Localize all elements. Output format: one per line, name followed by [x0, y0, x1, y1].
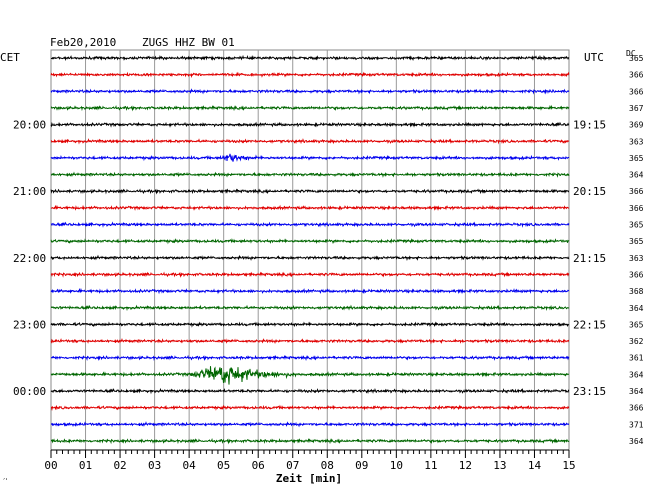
trace-line: [50, 404, 570, 411]
trace-line: [50, 71, 570, 79]
dc-labels: 365 366 366 367 369 363 365 364 366 366 365 365 363 3…: [629, 54, 644, 446]
trace-line: [50, 138, 570, 145]
trace-line: [50, 287, 570, 295]
left-hour-label: 23:00: [13, 318, 46, 331]
trace-line: [50, 54, 570, 62]
dc-value: 364: [629, 304, 644, 313]
dc-value: 366: [629, 87, 644, 96]
date-label: Feb20,2010: [50, 36, 116, 49]
dc-value: 364: [629, 171, 644, 180]
right-hour-label: 20:15: [573, 185, 606, 198]
x-tick-label: 14: [528, 459, 542, 472]
x-tick-label: 00: [44, 459, 57, 472]
dc-header-label: DC: [626, 49, 636, 58]
right-timezone-label: UTC: [584, 51, 604, 64]
right-hour-label: 19:15: [573, 119, 606, 132]
trace-line: [50, 366, 569, 385]
dc-value: 364: [629, 387, 644, 396]
trace-line: [50, 321, 570, 328]
x-tick-label: 03: [148, 459, 161, 472]
dc-value: 371: [629, 420, 644, 429]
x-tick-label: 10: [390, 459, 403, 472]
dc-value: 369: [629, 121, 644, 130]
dc-value: 366: [629, 187, 644, 196]
dc-value: 367: [629, 104, 644, 113]
x-tick-label: 09: [355, 459, 368, 472]
dc-value: 366: [629, 404, 644, 413]
x-tick-label: 11: [424, 459, 437, 472]
dc-value: 363: [629, 137, 644, 146]
trace-line: [50, 387, 570, 395]
x-tick-label: 02: [113, 459, 126, 472]
trace-line: [50, 153, 570, 162]
x-axis: 00 01 02 03 04 05 06 07 08 09 10 11 12 13 14 15: [44, 449, 576, 472]
left-hour-label: 00:00: [13, 385, 46, 398]
trace-line: [50, 254, 570, 262]
trace-line: [50, 271, 570, 278]
x-tick-label: 15: [562, 459, 575, 472]
right-hour-label: 22:15: [573, 318, 606, 331]
dc-value: 364: [629, 370, 644, 379]
dc-value: 364: [629, 437, 644, 446]
left-hour-label: 21:00: [13, 185, 46, 198]
trace-line: [50, 304, 570, 312]
dc-value: 366: [629, 204, 644, 213]
left-hour-label: 20:00: [13, 119, 46, 132]
left-hour-label: 22:00: [13, 252, 46, 265]
trace-line: [50, 238, 570, 245]
trace-line: [51, 438, 570, 445]
corner-mark: ´ʹ: [2, 478, 8, 486]
x-axis-title: Zeit [min]: [276, 472, 342, 485]
dc-value: 365: [629, 237, 644, 246]
trace-line: [50, 104, 570, 112]
left-timezone-label: CET: [0, 51, 20, 64]
dc-value: 365: [629, 320, 644, 329]
dc-value: 365: [629, 154, 644, 163]
plot-grid: [50, 49, 570, 451]
trace-line: [50, 221, 570, 228]
dc-value: 361: [629, 354, 644, 363]
hour-labels: 20:00 21:00 22:00 23:00 00:00 19:15 20:15 21:15…: [13, 119, 606, 398]
dc-value: 362: [629, 337, 644, 346]
right-hour-label: 21:15: [573, 252, 606, 265]
trace-line: [50, 121, 570, 128]
trace-line: [50, 421, 569, 428]
trace-line: [50, 354, 570, 362]
trace-line: [50, 188, 569, 195]
station-label: ZUGS HHZ BW 01: [142, 36, 235, 49]
x-tick-label: 04: [183, 459, 197, 472]
trace-line: [50, 337, 569, 345]
dc-value: 366: [629, 270, 644, 279]
dc-value: 365: [629, 54, 644, 63]
x-tick-label: 08: [321, 459, 334, 472]
dc-value: 365: [629, 221, 644, 230]
right-hour-label: 23:15: [573, 385, 606, 398]
trace-line: [50, 204, 570, 212]
x-tick-label: 01: [79, 459, 92, 472]
dc-value: 368: [629, 287, 644, 296]
dc-value: 366: [629, 71, 644, 80]
x-tick-label: 13: [493, 459, 506, 472]
x-tick-label: 06: [252, 459, 265, 472]
trace-line: [50, 88, 570, 95]
trace-line: [50, 171, 570, 178]
x-tick-label: 12: [459, 459, 472, 472]
x-tick-label: 07: [286, 459, 299, 472]
x-tick-label: 05: [217, 459, 230, 472]
dc-value: 363: [629, 254, 644, 263]
trace-group: [50, 54, 570, 445]
